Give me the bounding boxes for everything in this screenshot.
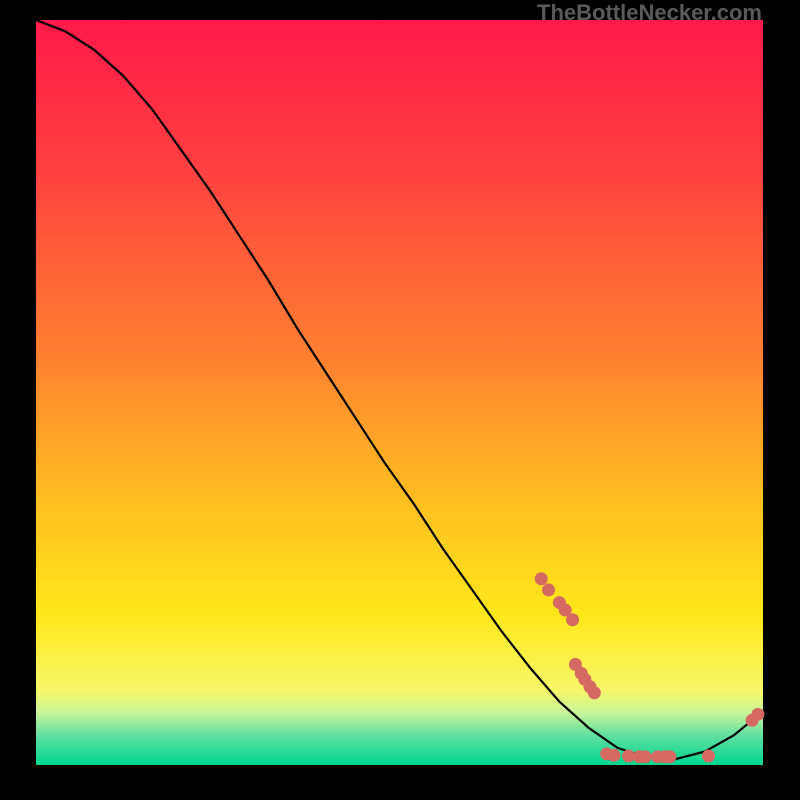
gradient-plot-area bbox=[36, 20, 763, 765]
chart-root: TheBottleNecker.com bbox=[0, 0, 800, 800]
watermark-text: TheBottleNecker.com bbox=[537, 0, 762, 26]
